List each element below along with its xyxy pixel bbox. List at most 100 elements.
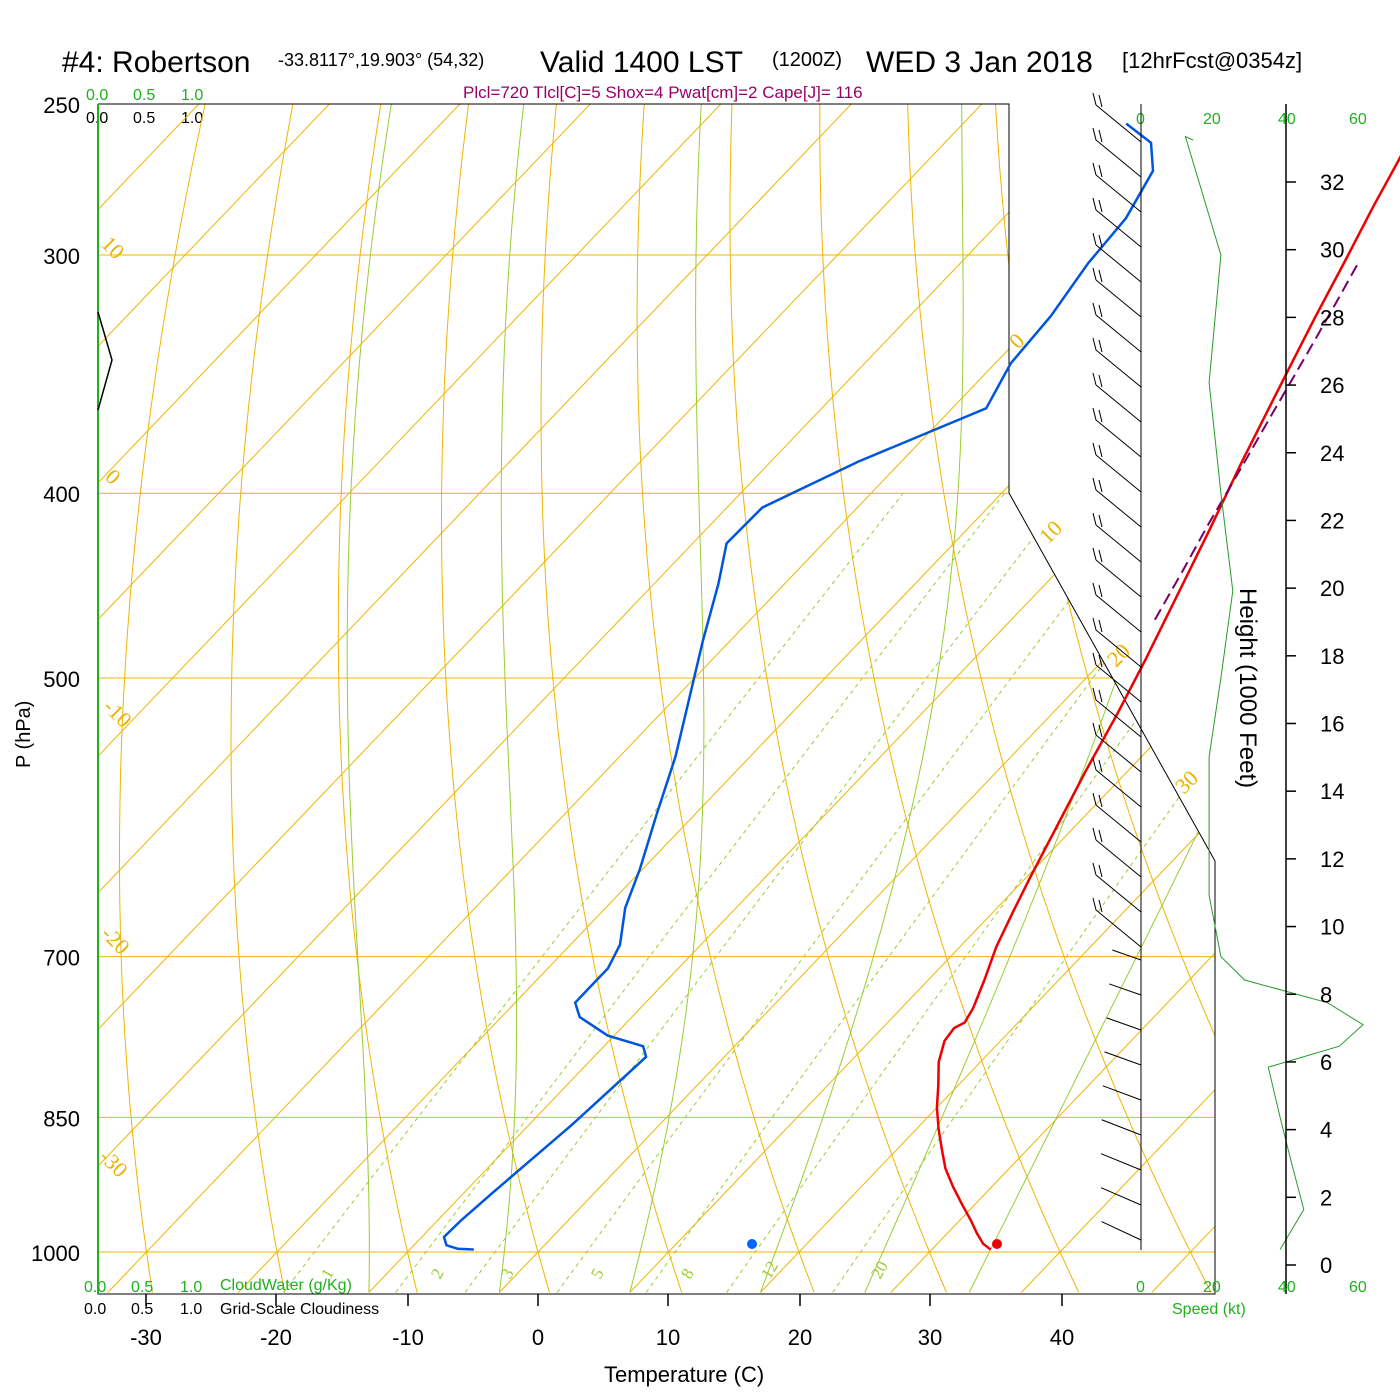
x-tick-label: 20 bbox=[788, 1325, 812, 1350]
wind-barb bbox=[1104, 1051, 1142, 1066]
wind-barb bbox=[1095, 384, 1142, 423]
wind-barb-flag bbox=[1098, 549, 1103, 563]
wind-barb bbox=[1095, 279, 1142, 318]
speed-tick: 20 bbox=[1203, 111, 1221, 128]
wind-barb bbox=[1112, 949, 1142, 961]
dry-adiabat-line bbox=[119, 104, 214, 1293]
temperature-line bbox=[935, 155, 1400, 1251]
wind-barb bbox=[1100, 1187, 1142, 1206]
wind-barb-flag bbox=[1098, 619, 1103, 633]
mixing-ratio-line bbox=[645, 492, 1215, 1293]
wind-barb bbox=[1095, 454, 1142, 493]
cloudwater-label: CloudWater (g/Kg) bbox=[220, 1277, 352, 1294]
isotherm-line bbox=[1151, 104, 1215, 1293]
pressure-tick-label: 400 bbox=[43, 482, 80, 507]
pressure-tick-label: 300 bbox=[43, 244, 80, 269]
speed-ticks-bottom: 0 20 40 60 Speed (kt) bbox=[1136, 1279, 1367, 1318]
wind-barb-flag bbox=[1098, 129, 1103, 143]
cloudiness-label: Grid-Scale Cloudiness bbox=[220, 1301, 379, 1318]
wind-barb-flag bbox=[1098, 94, 1103, 108]
wind-barb-flag bbox=[1092, 162, 1097, 176]
isotherm-label: 10 bbox=[96, 231, 129, 264]
wind-barb bbox=[1095, 314, 1142, 353]
wind-barb-flag bbox=[1098, 689, 1103, 703]
x-axis-label: Temperature (C) bbox=[604, 1362, 764, 1387]
height-tick-label: 16 bbox=[1320, 712, 1344, 737]
wind-barb-flag bbox=[1092, 372, 1097, 386]
wind-barb-flag bbox=[1098, 479, 1103, 493]
mixing-ratio-line bbox=[464, 492, 1068, 1293]
wind-barb-flag bbox=[1098, 444, 1103, 458]
wind-barb-flag bbox=[1092, 442, 1097, 456]
sounding-series bbox=[442, 122, 1400, 1251]
dry-adiabats bbox=[119, 104, 1215, 1293]
wind-barb-flag bbox=[1098, 759, 1103, 773]
isotherm-label: 0 bbox=[100, 464, 125, 489]
cloudwater-tick: 1.0 bbox=[181, 87, 203, 104]
wind-barb-flag bbox=[1098, 864, 1103, 878]
speed-label: Speed (kt) bbox=[1172, 1301, 1246, 1318]
x-tick-label: -30 bbox=[130, 1325, 162, 1350]
cloudiness-trace bbox=[97, 311, 113, 411]
wind-barb bbox=[1095, 629, 1142, 668]
mixing-ratio-line bbox=[556, 492, 1151, 1293]
wind-barb-flag bbox=[1098, 199, 1103, 213]
speed-tick: 20 bbox=[1203, 1279, 1221, 1296]
wind-barb-flag bbox=[1092, 477, 1097, 491]
moist-adiabat-line bbox=[629, 104, 705, 1293]
isotherm-line bbox=[98, 104, 493, 1293]
wind-barb-flag bbox=[1092, 617, 1097, 631]
wind-barb bbox=[1101, 1221, 1142, 1241]
height-tick-label: 20 bbox=[1320, 576, 1344, 601]
wind-barb bbox=[1095, 874, 1142, 913]
isotherms bbox=[98, 104, 1215, 1293]
wind-barb-flag bbox=[1092, 757, 1097, 771]
cloudwater-tick: 0.5 bbox=[131, 1279, 153, 1296]
wind-barb bbox=[1102, 1085, 1142, 1101]
moist-adiabat-line bbox=[759, 104, 964, 1293]
dry-adiabat-line bbox=[993, 104, 1215, 1293]
cloudwater-tick: 0.0 bbox=[86, 87, 108, 104]
wind-barb bbox=[1095, 209, 1142, 248]
pressure-tick-label: 1000 bbox=[31, 1241, 80, 1266]
wind-barb bbox=[1095, 594, 1142, 633]
x-tick-label: 40 bbox=[1050, 1325, 1074, 1350]
forecast-info: [12hrFcst@0354z] bbox=[1122, 48, 1302, 73]
temperature-ticks: -30 -20 -10 0 10 20 30 40 bbox=[130, 1294, 1074, 1350]
x-tick-label: 30 bbox=[918, 1325, 942, 1350]
wind-barb-flag bbox=[1092, 792, 1097, 806]
wind-barb-flag bbox=[1092, 197, 1097, 211]
valid-time: Valid 1400 LST bbox=[540, 46, 743, 79]
cloudwater-tick: 0.0 bbox=[84, 1279, 106, 1296]
wind-barb-flag bbox=[1092, 127, 1097, 141]
pressure-tick-label: 250 bbox=[43, 93, 80, 118]
height-tick-label: 8 bbox=[1320, 982, 1332, 1007]
wind-barb bbox=[1095, 524, 1142, 563]
height-tick-label: 30 bbox=[1320, 238, 1344, 263]
speed-tick: 40 bbox=[1278, 1279, 1296, 1296]
wind-barb bbox=[1095, 559, 1142, 598]
wind-barb bbox=[1095, 804, 1142, 843]
plot-frame bbox=[97, 103, 1216, 1295]
isotherm-line bbox=[98, 104, 754, 1293]
wind-barb-flag bbox=[1098, 269, 1103, 283]
cloud-ticks-top: 0.0 0.5 1.0 0.0 0.5 1.0 bbox=[86, 87, 203, 127]
x-tick-label: 10 bbox=[656, 1325, 680, 1350]
height-tick-label: 10 bbox=[1320, 915, 1344, 940]
height-tick-label: 22 bbox=[1320, 508, 1344, 533]
isotherm-line bbox=[890, 104, 1215, 1293]
isotherm-line bbox=[98, 104, 362, 1293]
wind-barb-flag bbox=[1098, 514, 1103, 528]
cloudiness-tick: 0.5 bbox=[131, 1301, 153, 1318]
dry-adiabat-line bbox=[230, 104, 300, 1293]
height-tick-label: 4 bbox=[1320, 1118, 1332, 1143]
cloudiness-tick: 1.0 bbox=[181, 110, 203, 127]
moist-adiabat-line bbox=[498, 104, 525, 1293]
wind-barb-flag bbox=[1098, 794, 1103, 808]
pressure-tick-label: 700 bbox=[43, 946, 80, 971]
height-tick-label: 32 bbox=[1320, 170, 1344, 195]
wind-barb bbox=[1095, 174, 1142, 213]
mixing-ratio-label: 3 bbox=[497, 1265, 518, 1282]
